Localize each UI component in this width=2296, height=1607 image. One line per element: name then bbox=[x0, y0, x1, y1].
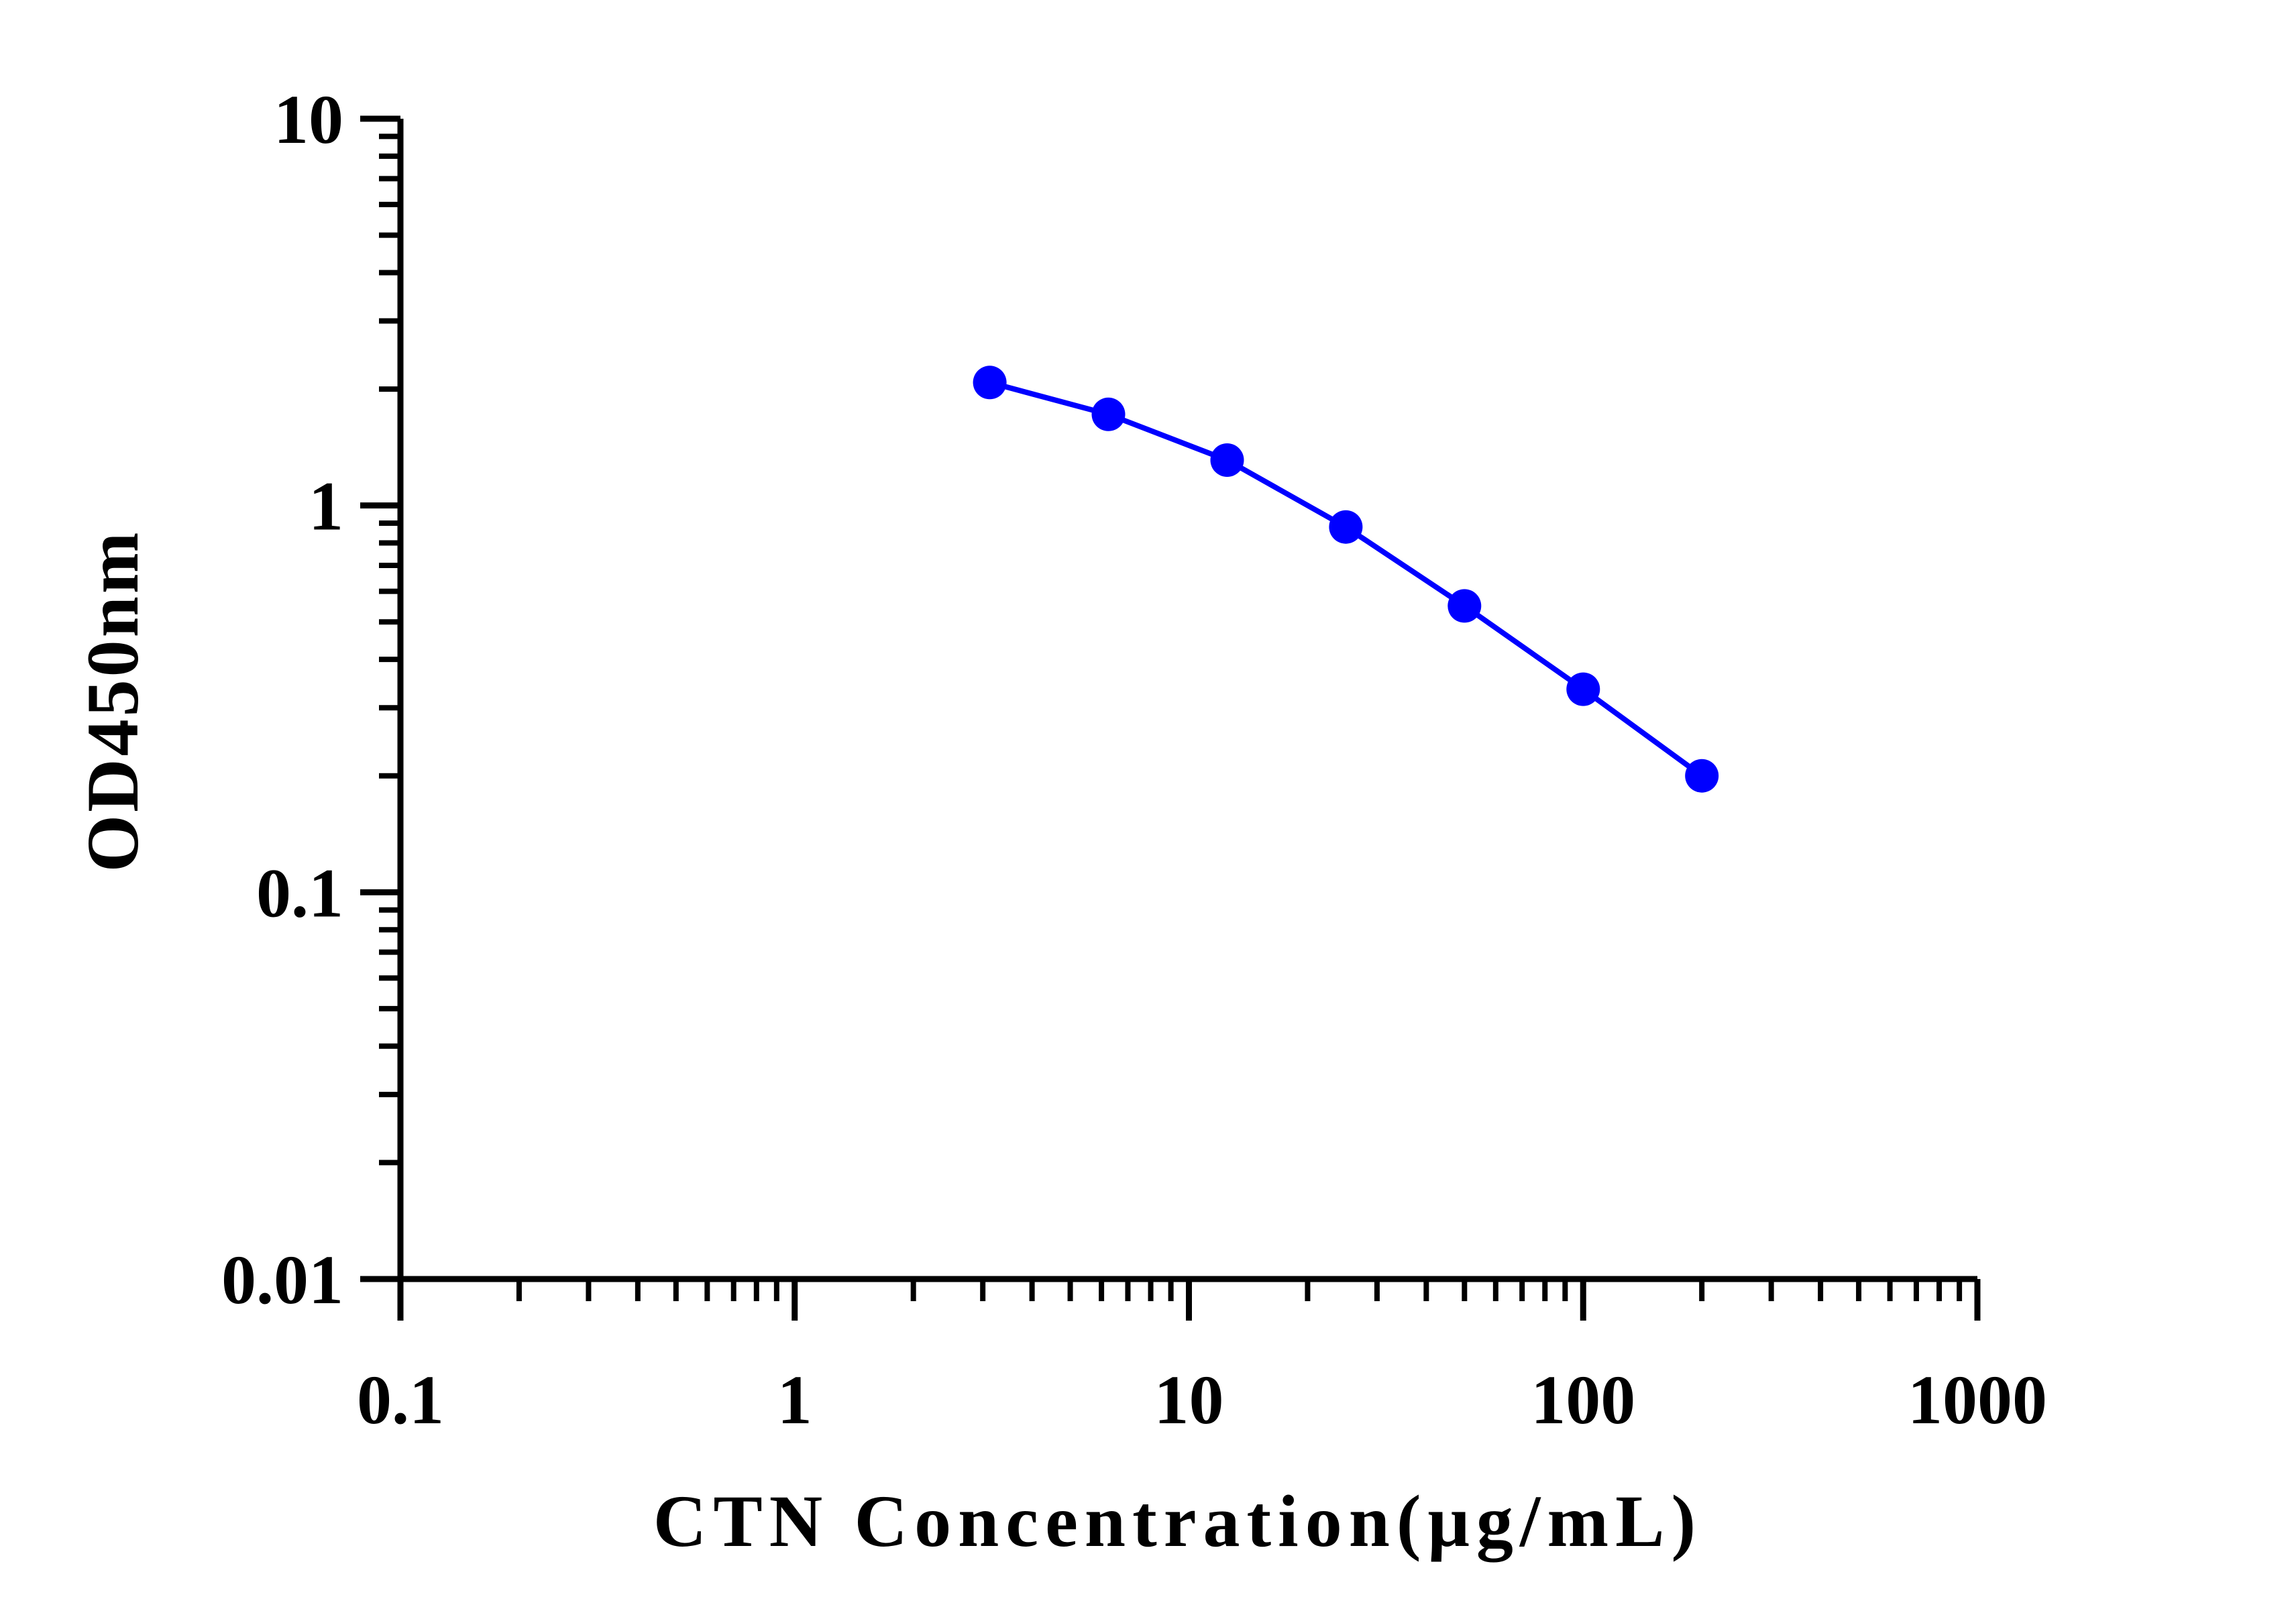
x-tick-label: 1 bbox=[777, 1362, 812, 1439]
data-point bbox=[973, 366, 1007, 400]
data-point bbox=[1210, 443, 1244, 477]
x-tick-label: 100 bbox=[1531, 1362, 1635, 1439]
data-point bbox=[1091, 397, 1126, 431]
x-tick-label: 1000 bbox=[1908, 1362, 2047, 1439]
data-point bbox=[1566, 672, 1600, 706]
data-point bbox=[1329, 510, 1363, 544]
y-tick-label: 1 bbox=[309, 468, 343, 545]
data-point bbox=[1685, 759, 1719, 793]
x-tick-label: 10 bbox=[1154, 1362, 1224, 1439]
x-tick-label: 0.1 bbox=[357, 1362, 444, 1439]
x-axis-title: CTN Concentration(μg/mL) bbox=[653, 1480, 1702, 1562]
y-axis-title: OD450nm bbox=[72, 530, 154, 873]
y-tick-label: 0.1 bbox=[256, 854, 343, 932]
y-tick-label: 0.01 bbox=[221, 1241, 343, 1319]
series-layer bbox=[973, 366, 1719, 793]
data-point bbox=[1447, 589, 1482, 623]
series-line bbox=[989, 380, 1704, 778]
y-tick-label: 10 bbox=[274, 81, 343, 158]
